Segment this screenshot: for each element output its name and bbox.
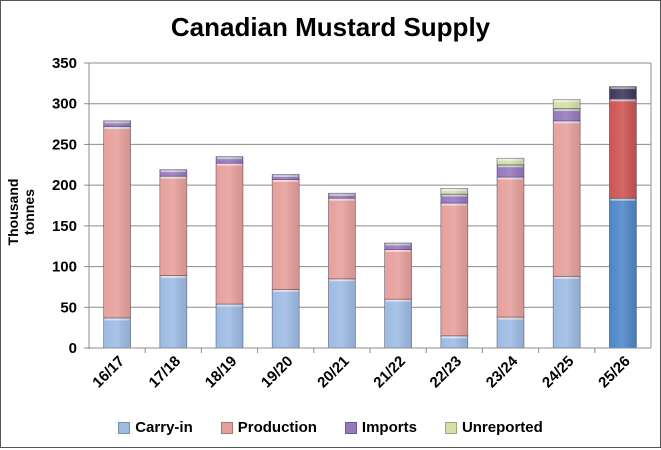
bar-shine (609, 98, 637, 199)
bar-shine (103, 120, 131, 127)
bar-shine (497, 158, 524, 165)
bar-shine (553, 108, 581, 121)
y-tick-label: 50 (60, 299, 77, 316)
bar-shine (103, 317, 131, 348)
bar-shine (159, 169, 187, 177)
bar-shine (497, 164, 524, 177)
legend-swatch (220, 421, 233, 434)
bar-shine (384, 242, 412, 250)
legend-item: Imports (344, 419, 417, 436)
x-tick-label: 19/20 (258, 353, 297, 392)
bar-shine (440, 188, 468, 195)
bar-shine (497, 317, 524, 348)
bar-shine (216, 156, 243, 164)
legend-swatch (444, 421, 457, 434)
legend: Carry-in Production Imports Unreported (0, 419, 661, 436)
bar-shine (159, 176, 187, 276)
bar-shine (384, 249, 412, 300)
x-tick-label: 16/17 (89, 353, 128, 392)
legend-label: Imports (361, 419, 417, 436)
bar-shine (328, 278, 356, 348)
x-tick-label: 21/22 (370, 353, 409, 392)
bar-shine (440, 194, 468, 204)
bar-shine (103, 126, 131, 318)
bar-shine (440, 335, 468, 348)
bar-shine (328, 193, 356, 199)
legend-item: Unreported (444, 419, 543, 436)
bar-shine (272, 174, 300, 180)
y-tick-label: 250 (52, 136, 77, 153)
y-tick-label: 0 (69, 340, 77, 357)
x-tick-label: 17/18 (146, 353, 185, 392)
bar-shine (609, 86, 637, 99)
legend-label: Production (237, 419, 317, 436)
bar-shine (159, 275, 187, 348)
bar-shine (384, 299, 412, 348)
legend-swatch (118, 421, 131, 434)
x-tick-label: 20/21 (314, 353, 353, 392)
x-tick-label: 22/23 (427, 353, 466, 392)
bar-shine (328, 198, 356, 279)
bar-shine (440, 203, 468, 336)
x-tick-label: 24/25 (539, 353, 578, 392)
bar-shine (272, 289, 300, 348)
x-tick-label: 18/19 (202, 353, 241, 392)
y-tick-label: 200 (52, 177, 77, 194)
y-tick-label: 100 (52, 259, 77, 276)
bar-shine (272, 179, 300, 290)
y-tick-label: 300 (52, 96, 77, 113)
legend-label: Carry-in (135, 419, 193, 436)
y-tick-label: 350 (52, 55, 77, 72)
y-tick-label: 150 (52, 218, 77, 235)
legend-item: Carry-in (118, 419, 193, 436)
bar-shine (216, 304, 243, 348)
x-tick-label: 25/26 (595, 353, 634, 392)
bar-shine (609, 198, 637, 348)
chart-title: Canadian Mustard Supply (170, 12, 491, 42)
bar-shine (553, 120, 581, 277)
bar-shine (216, 163, 243, 305)
chart-plot: 0 50 100 150 200 250 300 350 16/17 17/18 18/19 19/… (52, 55, 652, 392)
legend-label: Unreported (461, 419, 543, 436)
bar-shine (497, 177, 524, 318)
bar-shine (553, 276, 581, 348)
x-tick-label: 23/24 (483, 352, 522, 391)
bar-shine (553, 99, 581, 109)
legend-item: Production (220, 419, 317, 436)
legend-swatch (344, 421, 357, 434)
